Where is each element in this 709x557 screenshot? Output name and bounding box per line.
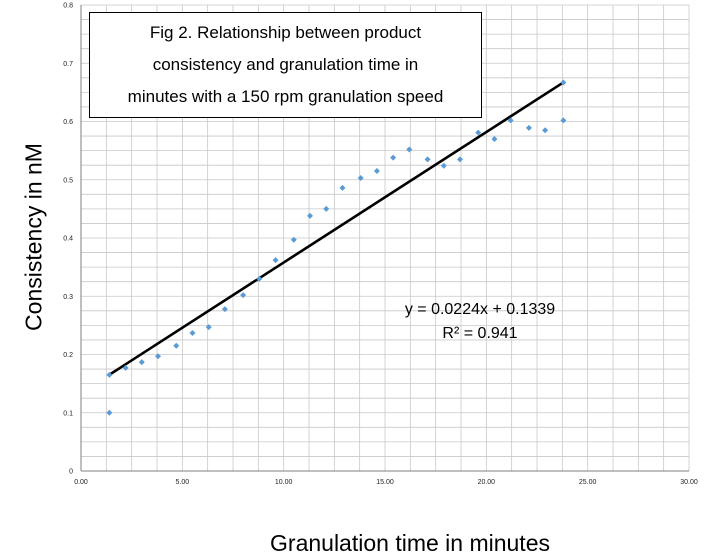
trendline-equation: y = 0.0224x + 0.1339 R² = 0.941	[370, 298, 590, 346]
y-tick-label: 0.8	[63, 3, 73, 10]
data-point	[122, 364, 129, 371]
data-point	[272, 257, 279, 264]
data-point	[491, 135, 498, 142]
data-point	[106, 409, 113, 416]
axes	[80, 5, 689, 472]
data-point	[357, 175, 364, 182]
data-point	[390, 154, 397, 161]
data-point	[475, 129, 482, 136]
y-tick-label: 0.4	[63, 236, 73, 243]
data-point	[560, 79, 567, 86]
data-point	[542, 127, 549, 134]
data-point	[560, 117, 567, 124]
x-tick-label: 10.00	[275, 479, 293, 486]
data-point	[240, 292, 247, 299]
y-tick-label: 0.5	[63, 177, 73, 184]
x-tick-label: 20.00	[478, 479, 496, 486]
data-point	[456, 156, 463, 163]
y-tick-label: 0	[69, 469, 73, 476]
data-point	[138, 359, 145, 366]
data-point	[525, 124, 532, 131]
data-point	[256, 275, 263, 282]
x-tick-label: 15.00	[376, 479, 394, 486]
data-point	[106, 371, 113, 378]
trendline-group	[108, 81, 565, 376]
data-point	[155, 353, 162, 360]
x-tick-label: 0.00	[74, 479, 88, 486]
data-point	[373, 168, 380, 175]
chart-title-box: Fig 2. Relationship between product cons…	[89, 12, 482, 118]
data-point	[507, 117, 514, 124]
chart-title-line-3: minutes with a 150 rpm granulation speed	[127, 87, 444, 106]
equation-line: y = 0.0224x + 0.1339	[404, 301, 556, 318]
data-point	[440, 162, 447, 169]
y-tick-label: 0.3	[63, 294, 73, 301]
r-squared-line: R² = 0.941	[442, 325, 518, 342]
data-point	[307, 212, 314, 219]
data-point	[173, 342, 180, 349]
data-point	[290, 236, 297, 243]
data-point	[189, 329, 196, 336]
y-tick-label: 0.7	[63, 61, 73, 68]
data-point	[406, 146, 413, 153]
x-tick-label: 25.00	[579, 479, 597, 486]
tick-labels: 0.00 5.00 10.00 15.00 20.00 25.00 30.00 0 0.1 0.2…	[63, 3, 698, 487]
data-point	[221, 306, 228, 313]
x-tick-label: 30.00	[680, 479, 698, 486]
y-tick-label: 0.6	[63, 119, 73, 126]
data-points	[106, 79, 567, 416]
x-tick-label: 5.00	[176, 479, 190, 486]
data-point	[339, 184, 346, 191]
trendline	[108, 81, 565, 376]
data-point	[205, 324, 212, 331]
data-point	[424, 156, 431, 163]
y-tick-label: 0.2	[63, 352, 73, 359]
chart-title-line-2: consistency and granulation time in	[152, 55, 419, 74]
chart-title-line-1: Fig 2. Relationship between product	[149, 23, 422, 42]
y-tick-label: 0.1	[63, 410, 73, 417]
data-point	[323, 205, 330, 212]
x-axis-label: Granulation time in minutes	[270, 530, 550, 556]
y-axis-label: Consistency in nM	[20, 143, 47, 331]
